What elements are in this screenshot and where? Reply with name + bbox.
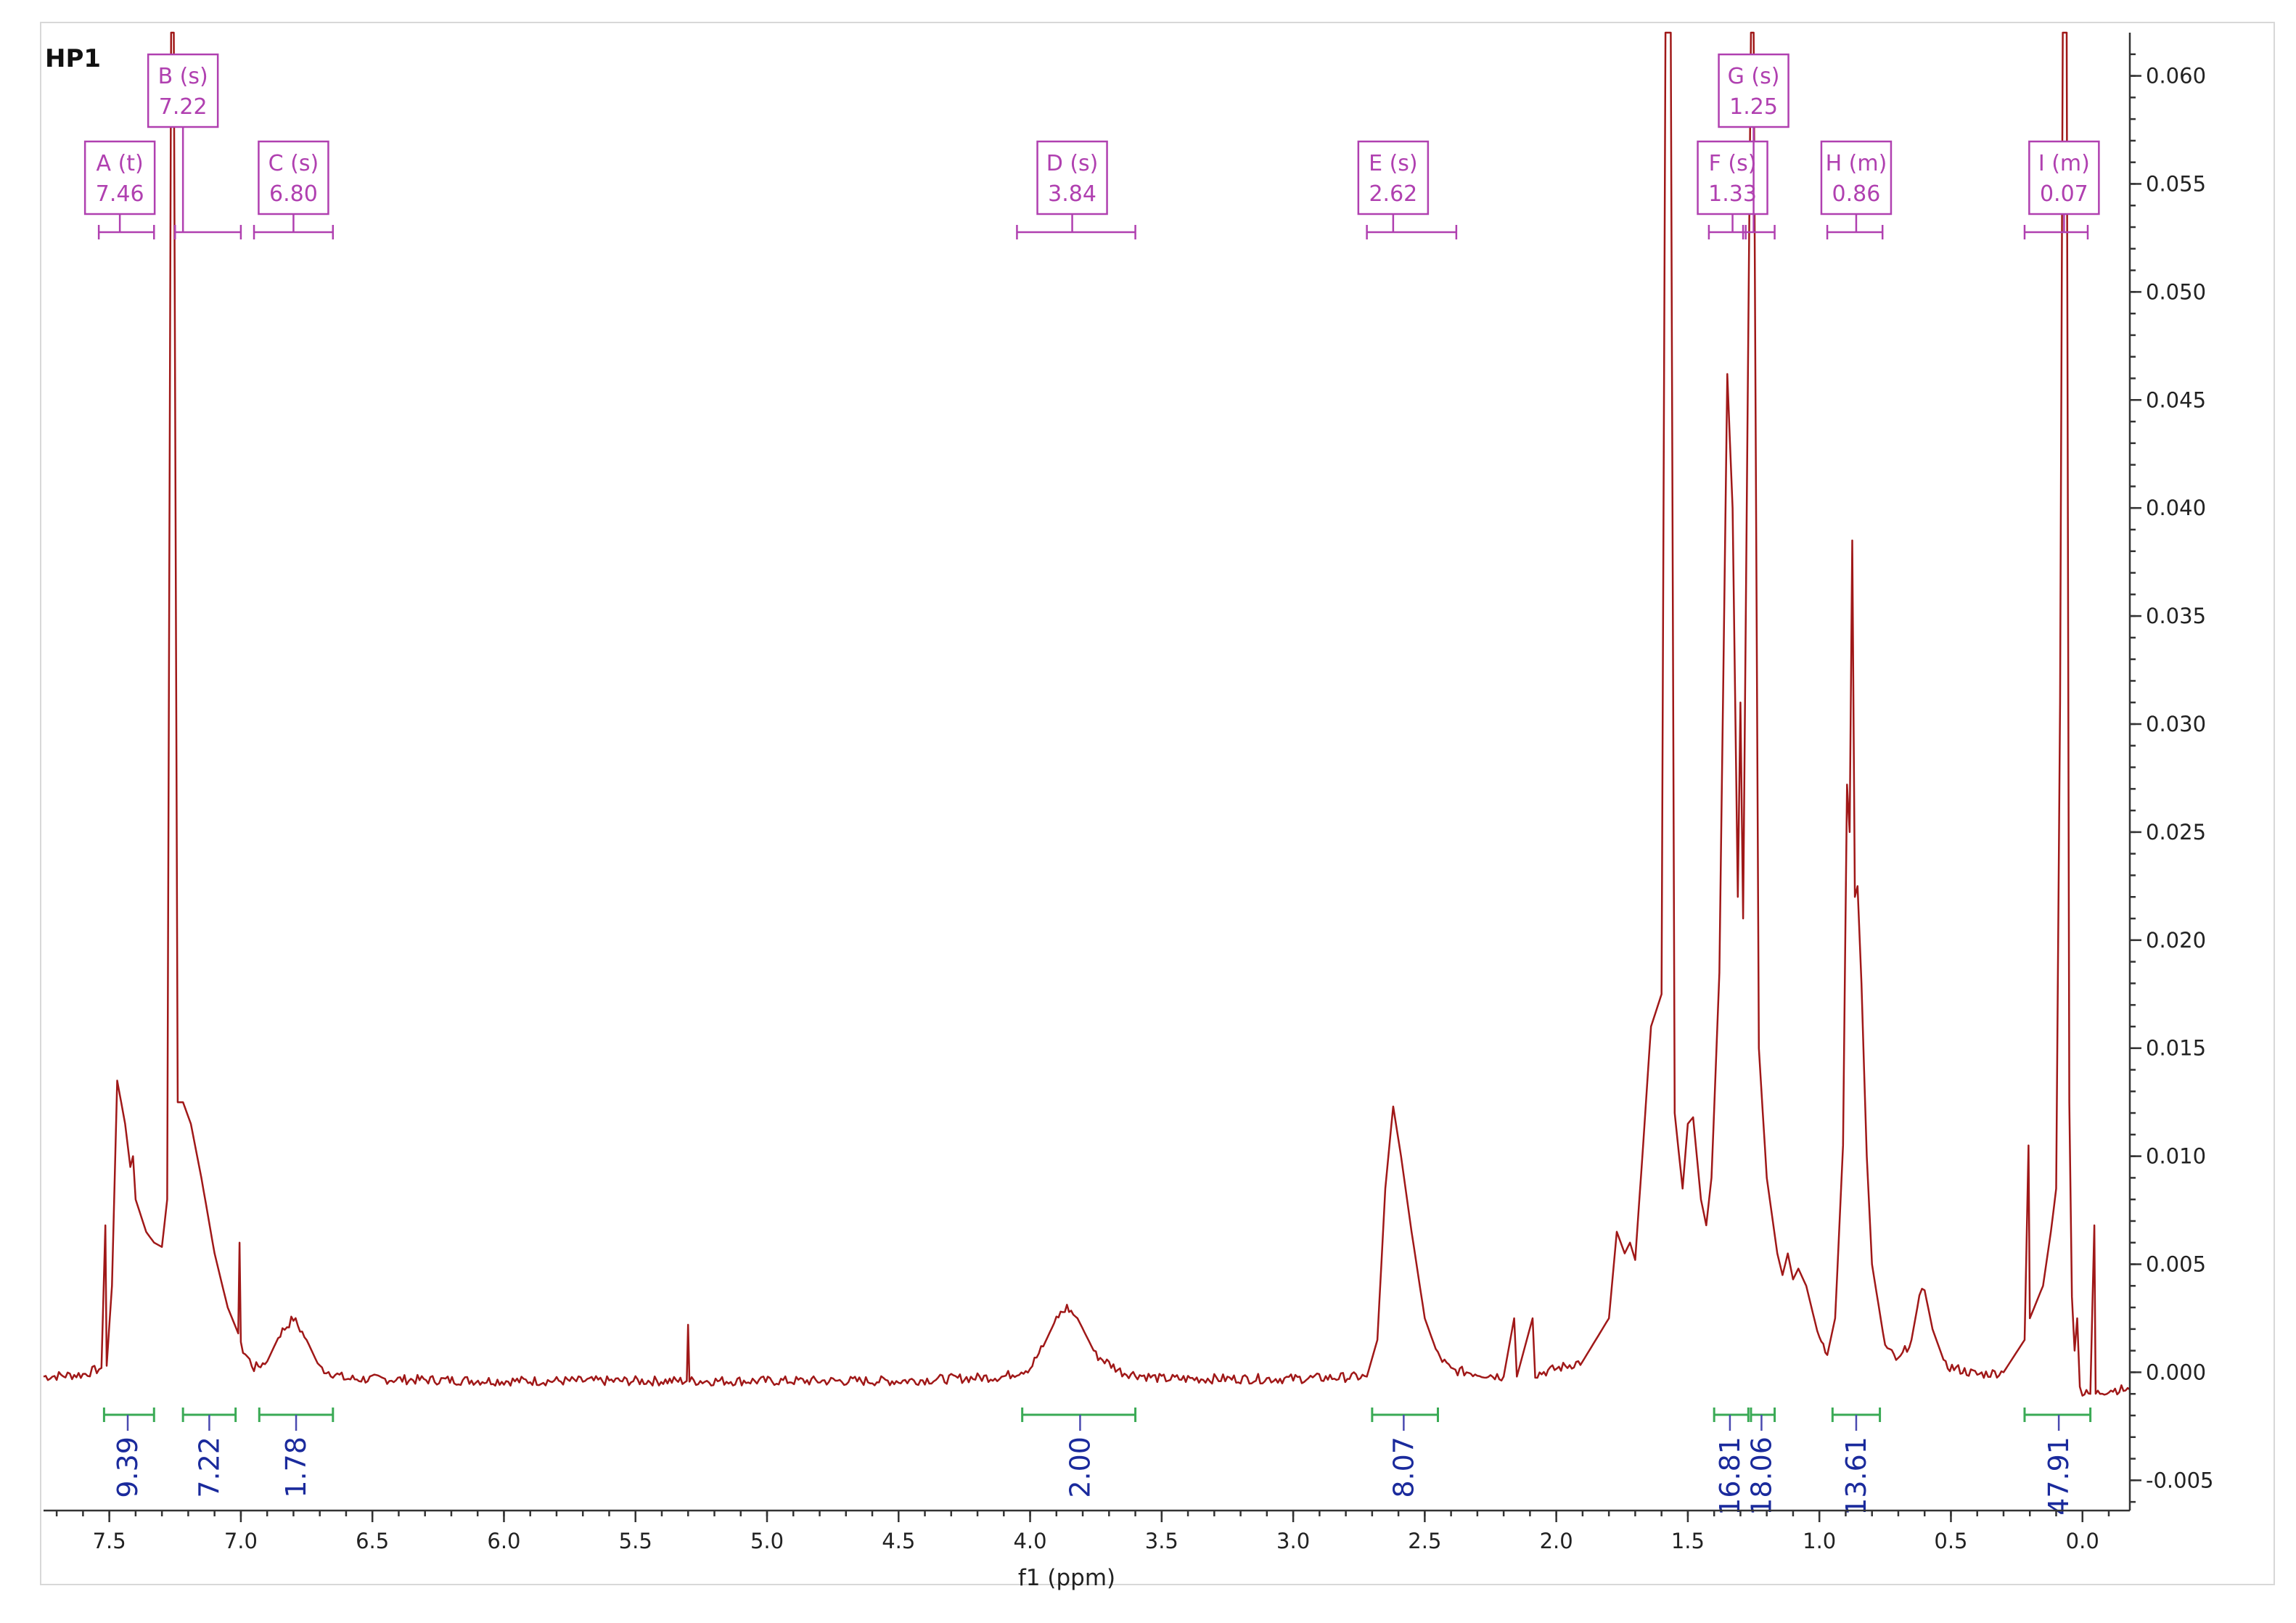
x-tick-label: 5.5 <box>619 1529 652 1553</box>
x-tick-label: 3.0 <box>1276 1529 1310 1553</box>
integral-value: 7.22 <box>193 1437 225 1498</box>
integral-labels: 9.39 7.22 1.78 2.00 8.07 16.81 18.06 13.61 47.91 <box>102 1408 2092 1516</box>
integral: 18.06 <box>1745 1408 1777 1516</box>
peak-label-box <box>2028 140 2100 215</box>
peak-label-name: I (m) <box>2038 151 2090 176</box>
y-tick-label: 0.055 <box>2146 171 2206 196</box>
peak-label-name: B (s) <box>158 64 208 89</box>
peak-label: D (s) 3.84 <box>1016 140 1136 239</box>
integral: 13.61 <box>1831 1408 1882 1516</box>
y-tick-label: 0.000 <box>2146 1360 2206 1384</box>
integral-value: 1.78 <box>280 1437 312 1498</box>
x-tick-label: 1.5 <box>1671 1529 1705 1553</box>
y-tick-label: 0.050 <box>2146 279 2206 304</box>
x-tick-label: 7.5 <box>93 1529 126 1553</box>
y-tick-label: 0.010 <box>2146 1144 2206 1169</box>
plot-frame <box>40 22 2275 1585</box>
integral-value: 47.91 <box>2043 1437 2075 1516</box>
x-tick-label: 2.5 <box>1408 1529 1441 1553</box>
peak-label: A (t) 7.46 <box>83 140 156 239</box>
y-tick-label: 0.005 <box>2146 1252 2206 1277</box>
peak-label-shift: 1.33 <box>1708 181 1757 207</box>
integral: 2.00 <box>1021 1408 1137 1498</box>
peak-label-name: E (s) <box>1369 151 1418 176</box>
integral-value: 2.00 <box>1064 1437 1096 1498</box>
x-tick-label: 4.5 <box>882 1529 915 1553</box>
peak-label: I (m) 0.07 <box>2023 140 2100 239</box>
y-tick-label: 0.060 <box>2146 64 2206 89</box>
integral-value: 8.07 <box>1387 1437 1419 1498</box>
peak-labels: A (t) 7.46 B (s) 7.22 C (s) 6.80 D (s) 3.84 E (s… <box>83 53 2100 239</box>
integral-value: 9.39 <box>112 1437 144 1498</box>
peak-label: B (s) 7.22 <box>147 53 242 239</box>
integral-value: 16.81 <box>1714 1437 1746 1516</box>
integral: 9.39 <box>102 1408 155 1498</box>
integral: 7.22 <box>181 1408 237 1498</box>
x-tick-label: 7.0 <box>224 1529 258 1553</box>
peak-label-shift: 0.07 <box>2040 181 2088 207</box>
plot-title: HP1 <box>45 44 101 73</box>
peak-label: H (m) 0.86 <box>1820 140 1893 239</box>
integral-value: 18.06 <box>1745 1437 1777 1516</box>
peak-label: G (s) 1.25 <box>1718 53 1789 239</box>
peak-label: E (s) 2.62 <box>1357 140 1458 239</box>
y-tick-label: -0.005 <box>2146 1468 2214 1492</box>
y-tick-label: 0.015 <box>2146 1036 2206 1061</box>
x-tick-label: 4.0 <box>1013 1529 1046 1553</box>
y-tick-label: 0.020 <box>2146 928 2206 953</box>
peak-label-shift: 3.84 <box>1048 181 1096 207</box>
peak-label-name: F (s) <box>1709 151 1757 176</box>
integral: 16.81 <box>1713 1408 1750 1516</box>
peak-label-name: C (s) <box>268 151 319 176</box>
integral-value: 13.61 <box>1840 1437 1872 1516</box>
y-tick-label: 0.035 <box>2146 604 2206 628</box>
peak-label-name: G (s) <box>1728 64 1780 89</box>
peak-label-shift: 1.25 <box>1729 94 1778 120</box>
x-tick-label: 0.0 <box>2066 1529 2099 1553</box>
x-tick-label: 2.0 <box>1540 1529 1573 1553</box>
x-tick-label: 6.0 <box>487 1529 520 1553</box>
y-tick-label: 0.025 <box>2146 820 2206 845</box>
x-tick-label: 0.5 <box>1934 1529 1967 1553</box>
peak-label-shift: 0.86 <box>1832 181 1881 207</box>
peak-label-box <box>258 140 329 215</box>
integral: 1.78 <box>258 1408 335 1498</box>
x-tick-label: 5.0 <box>750 1529 784 1553</box>
peak-label-shift: 7.46 <box>96 181 144 207</box>
peak-label-name: A (t) <box>97 151 144 176</box>
x-axis-title: f1 (ppm) <box>1018 1565 1115 1591</box>
x-tick-label: 1.0 <box>1803 1529 1836 1553</box>
integral: 8.07 <box>1371 1408 1440 1498</box>
integral: 47.91 <box>2023 1408 2092 1516</box>
peak-label: C (s) 6.80 <box>253 140 335 239</box>
y-tick-label: 0.030 <box>2146 712 2206 736</box>
peak-label-box <box>1820 140 1893 215</box>
axes: 7.5 7.0 6.5 6.0 5.5 5.0 4.5 4.0 3.5 3.0 2.5 2.0 1.5 1… <box>44 33 2214 1553</box>
peak-label-name: D (s) <box>1046 151 1099 176</box>
x-tick-label: 6.5 <box>356 1529 389 1553</box>
peak-label: F (s) 1.33 <box>1697 140 1768 239</box>
peak-label-shift: 7.22 <box>159 94 208 120</box>
spectrum-line <box>43 31 2131 1397</box>
peak-label-name: H (m) <box>1826 151 1887 176</box>
x-tick-label: 3.5 <box>1145 1529 1178 1553</box>
spectrum-layer <box>43 31 2131 1397</box>
y-tick-label: 0.040 <box>2146 496 2206 520</box>
peak-label-shift: 2.62 <box>1369 181 1417 207</box>
peak-label-box <box>1697 140 1768 215</box>
peak-label-shift: 6.80 <box>269 181 318 207</box>
peak-label-box <box>1718 53 1789 128</box>
y-tick-label: 0.045 <box>2146 387 2206 412</box>
